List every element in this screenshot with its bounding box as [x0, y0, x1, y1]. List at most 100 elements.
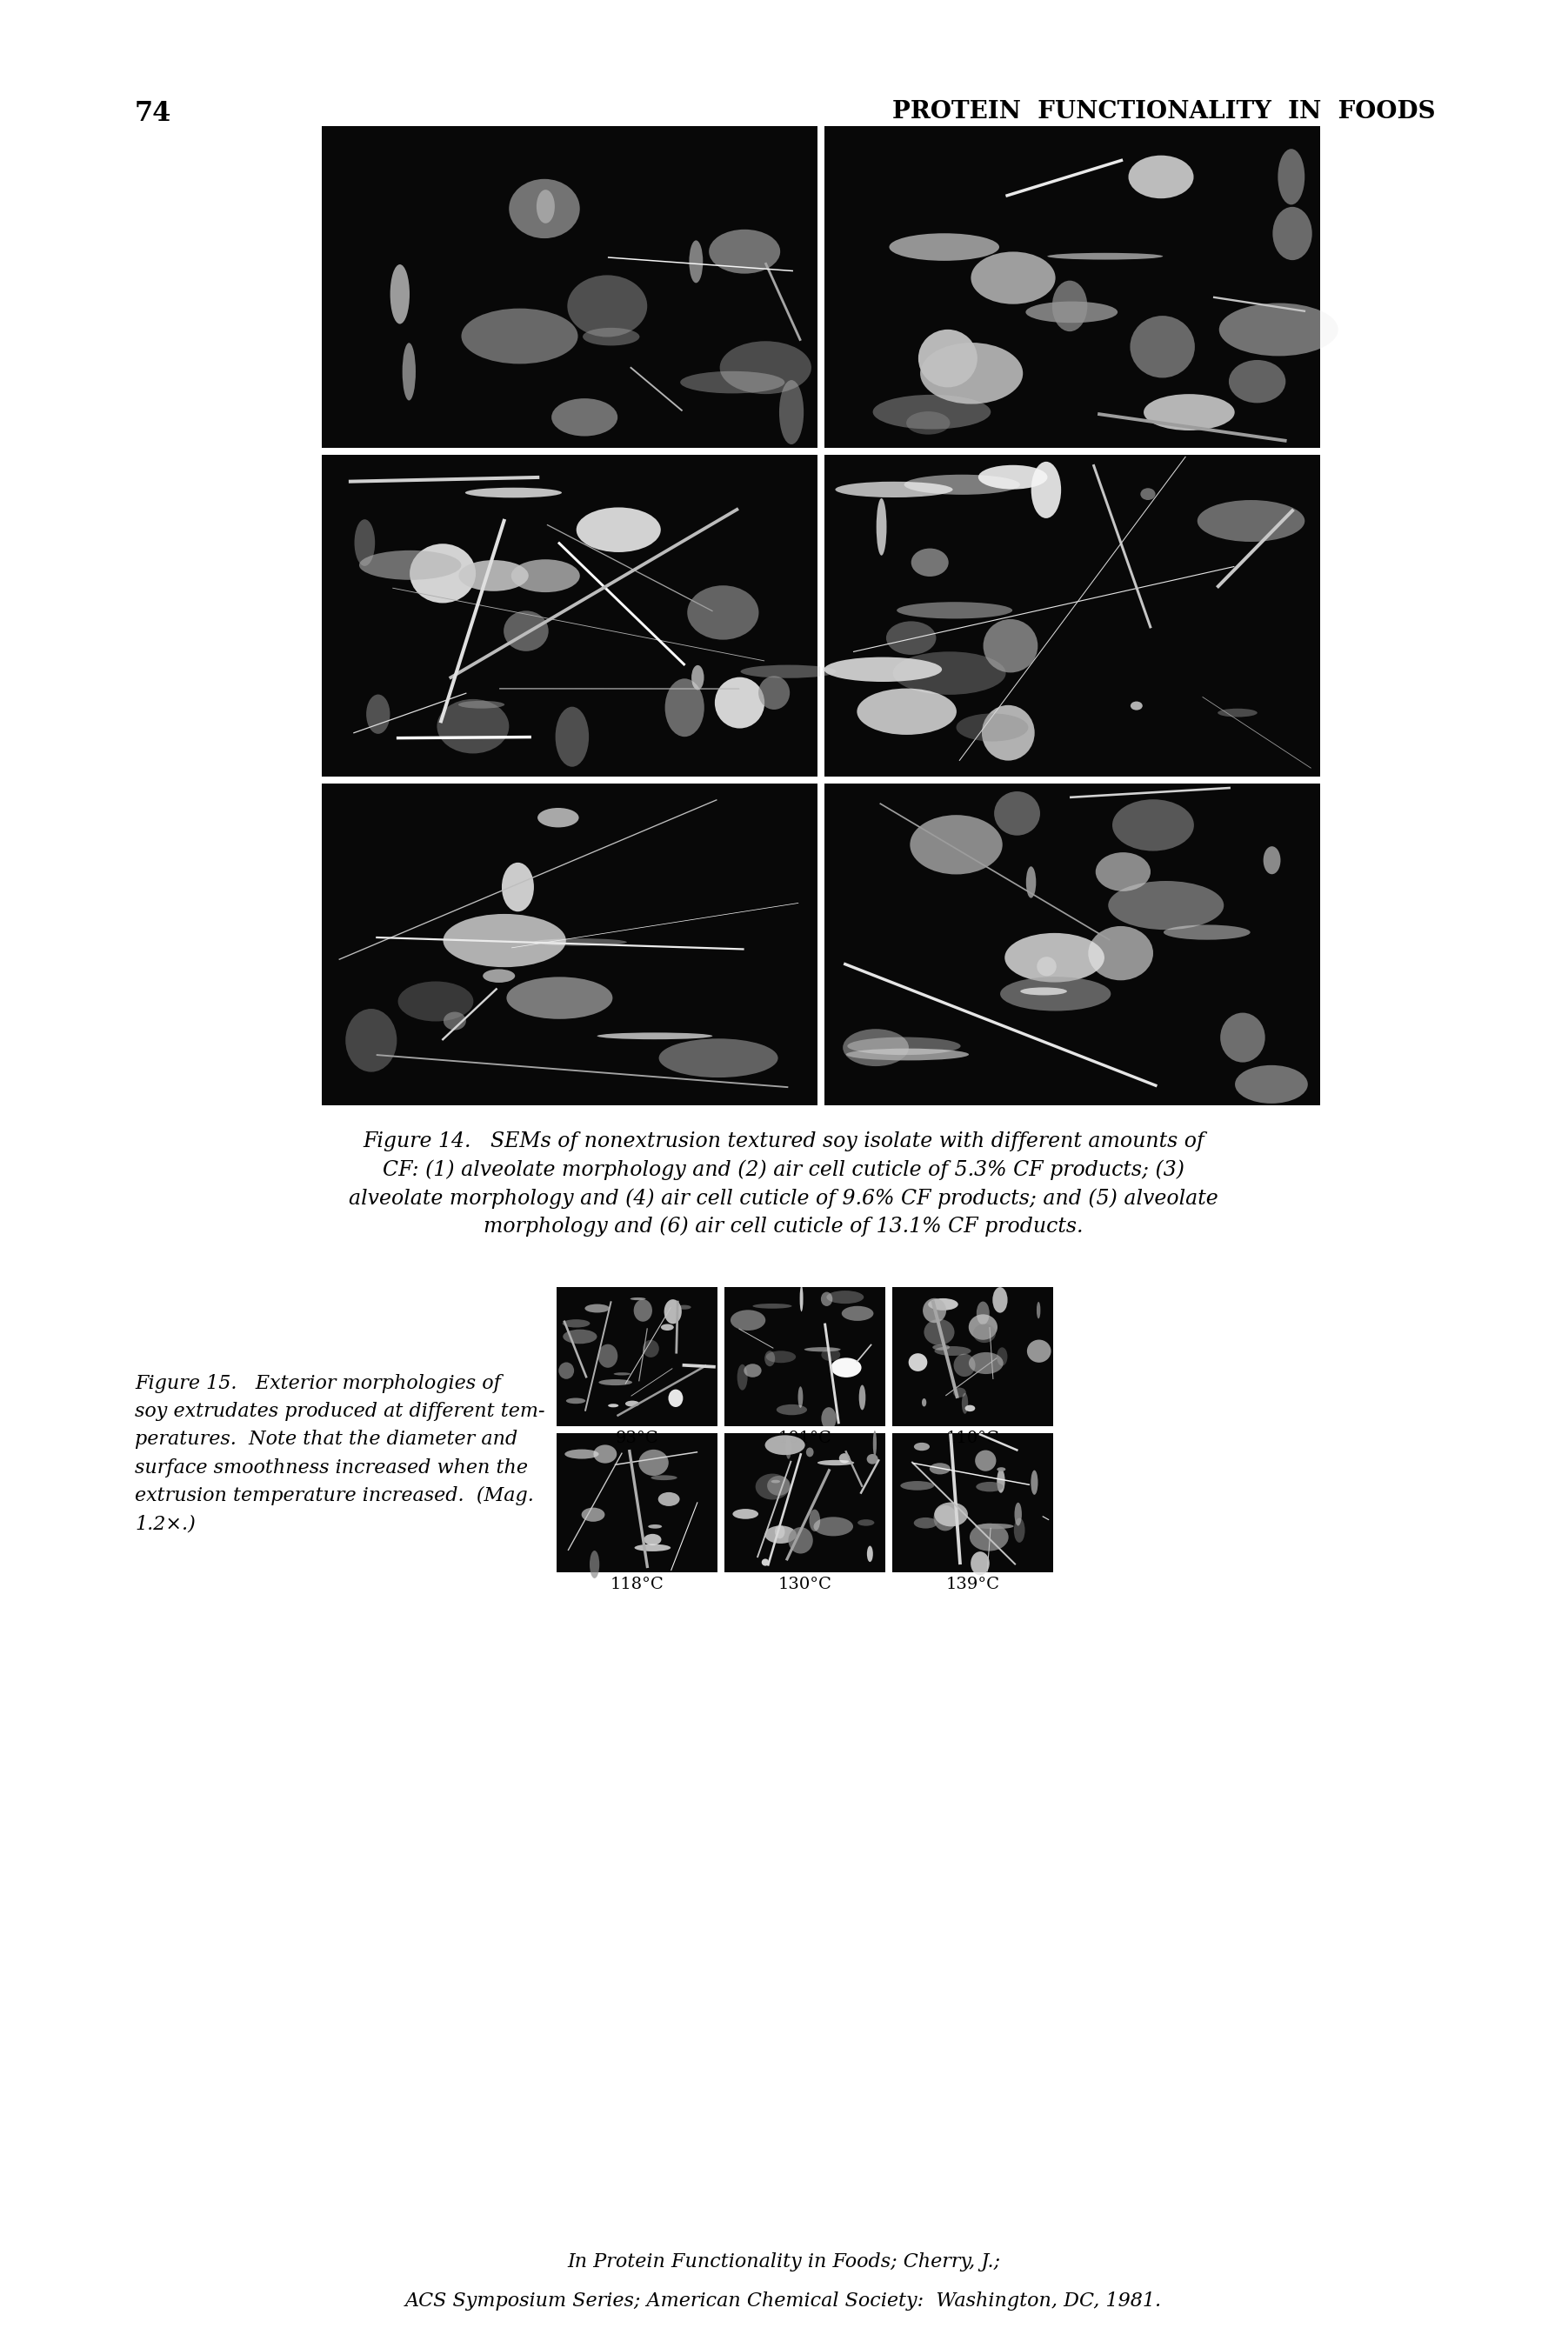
Ellipse shape: [776, 1404, 808, 1416]
Ellipse shape: [555, 707, 590, 768]
Ellipse shape: [935, 1503, 967, 1526]
Ellipse shape: [822, 1291, 833, 1305]
Text: Figure 14.   SEMs of nonextrusion textured soy isolate with different amounts of: Figure 14. SEMs of nonextrusion textured…: [348, 1132, 1218, 1237]
Ellipse shape: [458, 700, 505, 709]
Text: 139°C: 139°C: [946, 1576, 1000, 1592]
Ellipse shape: [1131, 702, 1143, 709]
Ellipse shape: [345, 1010, 397, 1073]
Ellipse shape: [767, 1477, 790, 1496]
Ellipse shape: [398, 981, 474, 1021]
Ellipse shape: [593, 1444, 616, 1463]
Ellipse shape: [767, 1350, 797, 1362]
Ellipse shape: [1218, 303, 1338, 357]
Ellipse shape: [459, 561, 528, 592]
Ellipse shape: [367, 695, 390, 735]
Ellipse shape: [1052, 279, 1087, 331]
Ellipse shape: [563, 1320, 590, 1327]
Ellipse shape: [924, 1298, 946, 1322]
Ellipse shape: [390, 265, 409, 324]
Ellipse shape: [511, 559, 580, 592]
Ellipse shape: [839, 1453, 850, 1463]
Ellipse shape: [842, 1305, 873, 1322]
Ellipse shape: [920, 343, 1022, 404]
Ellipse shape: [644, 1533, 662, 1545]
Ellipse shape: [994, 791, 1040, 836]
Ellipse shape: [759, 676, 790, 709]
Ellipse shape: [688, 239, 702, 284]
Ellipse shape: [822, 1406, 836, 1430]
Ellipse shape: [732, 1510, 759, 1519]
Ellipse shape: [687, 585, 759, 639]
Ellipse shape: [858, 1519, 875, 1526]
Ellipse shape: [709, 230, 781, 275]
Ellipse shape: [613, 1374, 630, 1376]
Ellipse shape: [983, 620, 1038, 672]
Bar: [557, 1287, 718, 1425]
Ellipse shape: [930, 1463, 950, 1475]
Ellipse shape: [886, 622, 936, 655]
Bar: [892, 1432, 1054, 1573]
Ellipse shape: [536, 190, 555, 223]
Ellipse shape: [638, 1449, 668, 1477]
Ellipse shape: [1014, 1503, 1022, 1526]
Ellipse shape: [354, 519, 375, 566]
Ellipse shape: [1198, 500, 1305, 542]
Ellipse shape: [590, 1550, 599, 1578]
Ellipse shape: [1218, 709, 1258, 716]
Ellipse shape: [743, 1364, 762, 1378]
Ellipse shape: [971, 1552, 989, 1576]
Ellipse shape: [933, 1505, 956, 1531]
Ellipse shape: [1025, 866, 1036, 897]
Ellipse shape: [804, 1348, 840, 1352]
Bar: [321, 784, 817, 1106]
Ellipse shape: [461, 308, 579, 364]
Ellipse shape: [1229, 359, 1286, 404]
Ellipse shape: [665, 679, 704, 737]
Bar: [825, 456, 1320, 777]
Ellipse shape: [538, 808, 579, 826]
Ellipse shape: [566, 1397, 585, 1404]
Ellipse shape: [847, 1038, 961, 1054]
Ellipse shape: [900, 1482, 935, 1491]
Ellipse shape: [597, 1343, 618, 1369]
Ellipse shape: [1032, 463, 1062, 519]
Ellipse shape: [956, 714, 1029, 742]
Ellipse shape: [1264, 845, 1281, 873]
Ellipse shape: [825, 657, 942, 681]
Ellipse shape: [765, 1350, 775, 1367]
Ellipse shape: [997, 1470, 1005, 1493]
Ellipse shape: [409, 545, 475, 603]
Ellipse shape: [909, 815, 1002, 873]
Ellipse shape: [665, 1298, 682, 1324]
Ellipse shape: [1236, 1066, 1308, 1104]
Ellipse shape: [403, 343, 416, 402]
Ellipse shape: [740, 664, 836, 679]
Ellipse shape: [510, 178, 580, 239]
Ellipse shape: [771, 1479, 781, 1484]
Ellipse shape: [1129, 155, 1193, 200]
Ellipse shape: [844, 1028, 909, 1066]
Bar: [825, 127, 1320, 448]
Text: 93°C: 93°C: [616, 1430, 659, 1446]
Ellipse shape: [873, 1430, 877, 1456]
Ellipse shape: [806, 1446, 814, 1456]
Ellipse shape: [677, 1305, 691, 1310]
Ellipse shape: [437, 700, 510, 754]
Ellipse shape: [506, 977, 613, 1019]
Ellipse shape: [583, 329, 640, 345]
Ellipse shape: [533, 939, 627, 946]
Ellipse shape: [1030, 1470, 1038, 1496]
Ellipse shape: [1140, 488, 1156, 500]
Ellipse shape: [873, 394, 991, 430]
Ellipse shape: [933, 1345, 950, 1350]
Ellipse shape: [599, 1378, 632, 1385]
Ellipse shape: [1021, 989, 1066, 996]
Ellipse shape: [969, 1352, 1004, 1374]
Ellipse shape: [1096, 852, 1151, 892]
Ellipse shape: [444, 913, 566, 967]
Ellipse shape: [858, 688, 956, 735]
Ellipse shape: [1273, 207, 1312, 261]
Ellipse shape: [1000, 977, 1110, 1012]
Ellipse shape: [681, 371, 784, 394]
Ellipse shape: [914, 1442, 930, 1451]
